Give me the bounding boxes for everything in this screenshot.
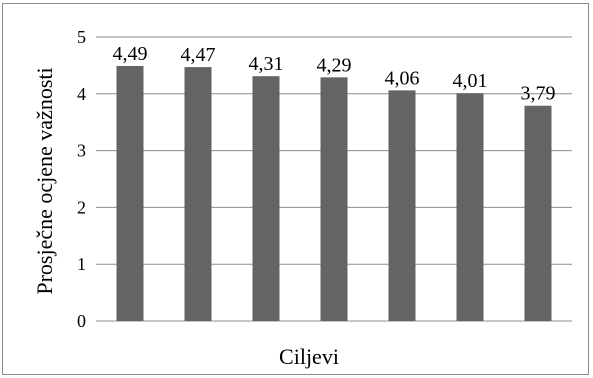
data-labels: 4,49 4,47 4,31 4,29 4,06 4,01 3,79 [113,43,556,105]
data-label: 3,79 [521,83,556,105]
bar [388,90,416,321]
bar [320,77,348,321]
y-tick-label: 0 [77,311,86,331]
chart-frame [2,3,589,375]
data-label: 4,47 [181,44,216,66]
bar [252,76,280,321]
x-axis-title: Ciljevi [279,344,339,369]
data-label: 4,01 [453,70,488,92]
data-label: 4,06 [385,67,420,89]
y-tick-label: 3 [77,141,86,161]
y-axis-title: Prosječne ocjene važnosti [32,67,57,294]
y-tick-label: 1 [77,254,86,274]
bars [116,65,552,322]
data-label: 4,49 [113,43,148,65]
y-tick-label: 2 [77,197,86,217]
bar [456,93,484,322]
bar [116,65,144,321]
bar [524,105,552,321]
bar [184,67,212,321]
y-tick-label: 4 [77,84,86,104]
y-tick-labels: 0 1 2 3 4 5 [77,27,86,331]
data-label: 4,31 [249,53,284,75]
y-tick-label: 5 [77,27,86,47]
data-label: 4,29 [317,54,352,76]
